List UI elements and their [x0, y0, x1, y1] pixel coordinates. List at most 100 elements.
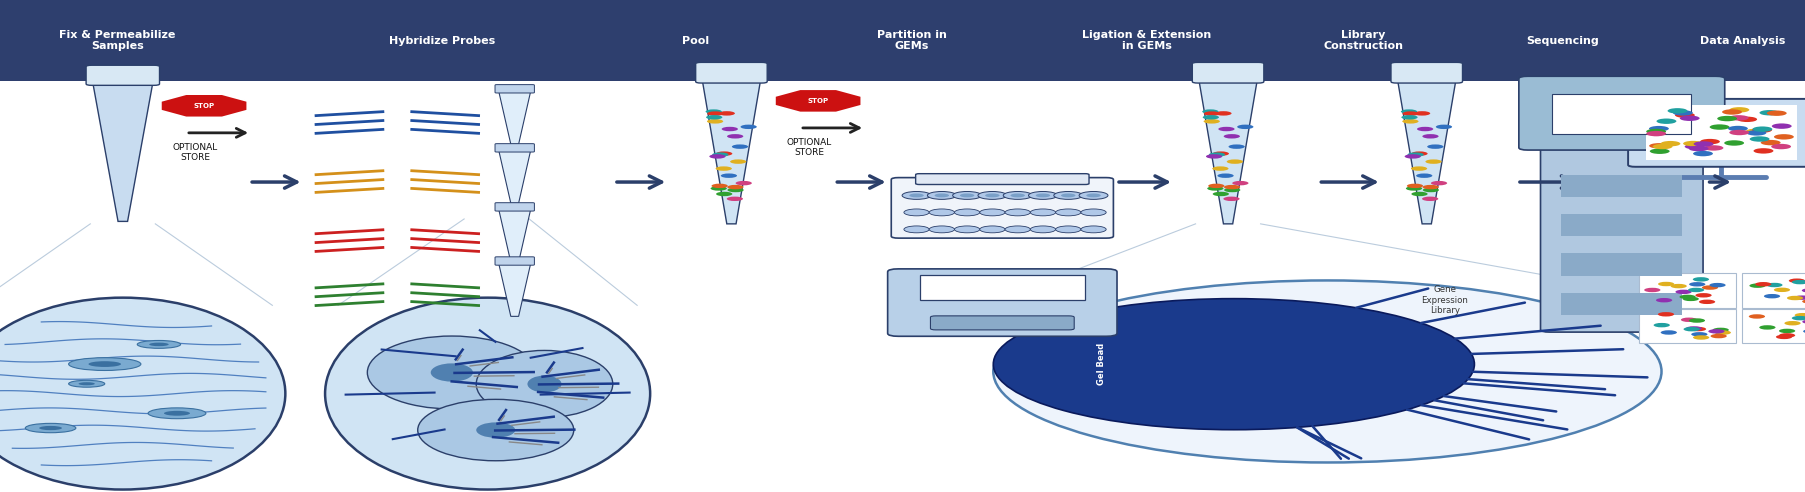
- FancyBboxPatch shape: [930, 316, 1074, 330]
- FancyBboxPatch shape: [1560, 293, 1682, 315]
- Ellipse shape: [0, 298, 285, 490]
- FancyBboxPatch shape: [1740, 309, 1805, 343]
- Circle shape: [1778, 333, 1794, 338]
- Circle shape: [1079, 191, 1108, 199]
- Circle shape: [1211, 192, 1227, 196]
- Circle shape: [1410, 192, 1426, 196]
- FancyBboxPatch shape: [1628, 99, 1805, 167]
- Circle shape: [1688, 288, 1704, 292]
- Ellipse shape: [417, 400, 574, 461]
- Circle shape: [1801, 288, 1805, 293]
- Circle shape: [1202, 109, 1218, 114]
- Circle shape: [1079, 209, 1105, 216]
- Text: OPTIONAL
STORE: OPTIONAL STORE: [171, 143, 218, 162]
- Circle shape: [735, 181, 751, 185]
- FancyBboxPatch shape: [495, 257, 534, 265]
- Circle shape: [1029, 191, 1058, 199]
- Circle shape: [1773, 288, 1789, 292]
- Circle shape: [1791, 280, 1805, 284]
- Circle shape: [1215, 111, 1231, 116]
- Circle shape: [928, 191, 957, 199]
- Ellipse shape: [477, 422, 514, 438]
- Circle shape: [1655, 298, 1671, 303]
- Circle shape: [1783, 321, 1800, 325]
- Circle shape: [1653, 323, 1670, 327]
- Circle shape: [1675, 290, 1691, 294]
- Circle shape: [1684, 326, 1700, 331]
- FancyBboxPatch shape: [1644, 105, 1796, 160]
- Circle shape: [1655, 119, 1675, 124]
- Circle shape: [1760, 140, 1780, 145]
- Ellipse shape: [79, 382, 94, 385]
- Circle shape: [715, 152, 731, 156]
- Text: OPTIONAL
STORE: OPTIONAL STORE: [785, 138, 832, 157]
- Polygon shape: [94, 84, 153, 221]
- Circle shape: [1791, 316, 1805, 320]
- Circle shape: [1801, 319, 1805, 324]
- Circle shape: [1226, 159, 1242, 164]
- Circle shape: [1227, 145, 1244, 149]
- Circle shape: [1413, 111, 1430, 116]
- Circle shape: [1211, 166, 1227, 171]
- Ellipse shape: [164, 411, 190, 416]
- Circle shape: [960, 193, 975, 197]
- Circle shape: [1711, 328, 1727, 332]
- Circle shape: [1666, 108, 1686, 114]
- Circle shape: [1036, 193, 1051, 197]
- Circle shape: [1699, 300, 1715, 304]
- Circle shape: [1206, 154, 1222, 158]
- Circle shape: [1693, 141, 1713, 147]
- Text: Ligation & Extension
in GEMs: Ligation & Extension in GEMs: [1081, 30, 1211, 51]
- Circle shape: [1401, 115, 1417, 120]
- FancyBboxPatch shape: [1191, 62, 1263, 83]
- Circle shape: [1773, 134, 1792, 140]
- Circle shape: [727, 185, 744, 189]
- Ellipse shape: [40, 426, 61, 430]
- Circle shape: [1054, 191, 1083, 199]
- FancyBboxPatch shape: [1560, 214, 1682, 236]
- Circle shape: [1771, 144, 1791, 149]
- Circle shape: [1724, 140, 1744, 146]
- Text: STOP: STOP: [193, 103, 215, 109]
- Ellipse shape: [88, 361, 121, 367]
- Circle shape: [1410, 166, 1426, 171]
- Circle shape: [1670, 284, 1686, 288]
- Circle shape: [1801, 279, 1805, 284]
- Circle shape: [1708, 329, 1724, 334]
- Circle shape: [1745, 130, 1765, 136]
- Circle shape: [1758, 110, 1778, 116]
- Circle shape: [722, 127, 738, 131]
- Circle shape: [1652, 144, 1671, 149]
- Circle shape: [1643, 288, 1659, 292]
- Circle shape: [1684, 144, 1704, 149]
- Circle shape: [955, 209, 980, 216]
- Circle shape: [953, 191, 982, 199]
- Circle shape: [993, 280, 1661, 462]
- Circle shape: [1700, 285, 1717, 290]
- Circle shape: [1727, 115, 1747, 121]
- Circle shape: [980, 209, 1005, 216]
- Ellipse shape: [527, 375, 561, 393]
- Circle shape: [1688, 318, 1704, 323]
- Circle shape: [1650, 149, 1670, 154]
- Ellipse shape: [69, 358, 141, 370]
- Polygon shape: [774, 89, 861, 113]
- Ellipse shape: [137, 340, 181, 348]
- Circle shape: [1204, 111, 1220, 116]
- Ellipse shape: [69, 380, 105, 387]
- Circle shape: [1657, 282, 1673, 286]
- Circle shape: [711, 153, 727, 157]
- Circle shape: [720, 174, 736, 178]
- Circle shape: [1004, 191, 1032, 199]
- FancyBboxPatch shape: [495, 144, 534, 152]
- Circle shape: [1415, 174, 1431, 178]
- Circle shape: [1736, 117, 1756, 122]
- Ellipse shape: [150, 342, 168, 346]
- Circle shape: [1031, 226, 1056, 233]
- Circle shape: [708, 111, 724, 116]
- Circle shape: [1727, 126, 1747, 131]
- Circle shape: [709, 154, 726, 158]
- Circle shape: [1211, 152, 1227, 156]
- Ellipse shape: [431, 364, 473, 382]
- Circle shape: [1689, 327, 1706, 331]
